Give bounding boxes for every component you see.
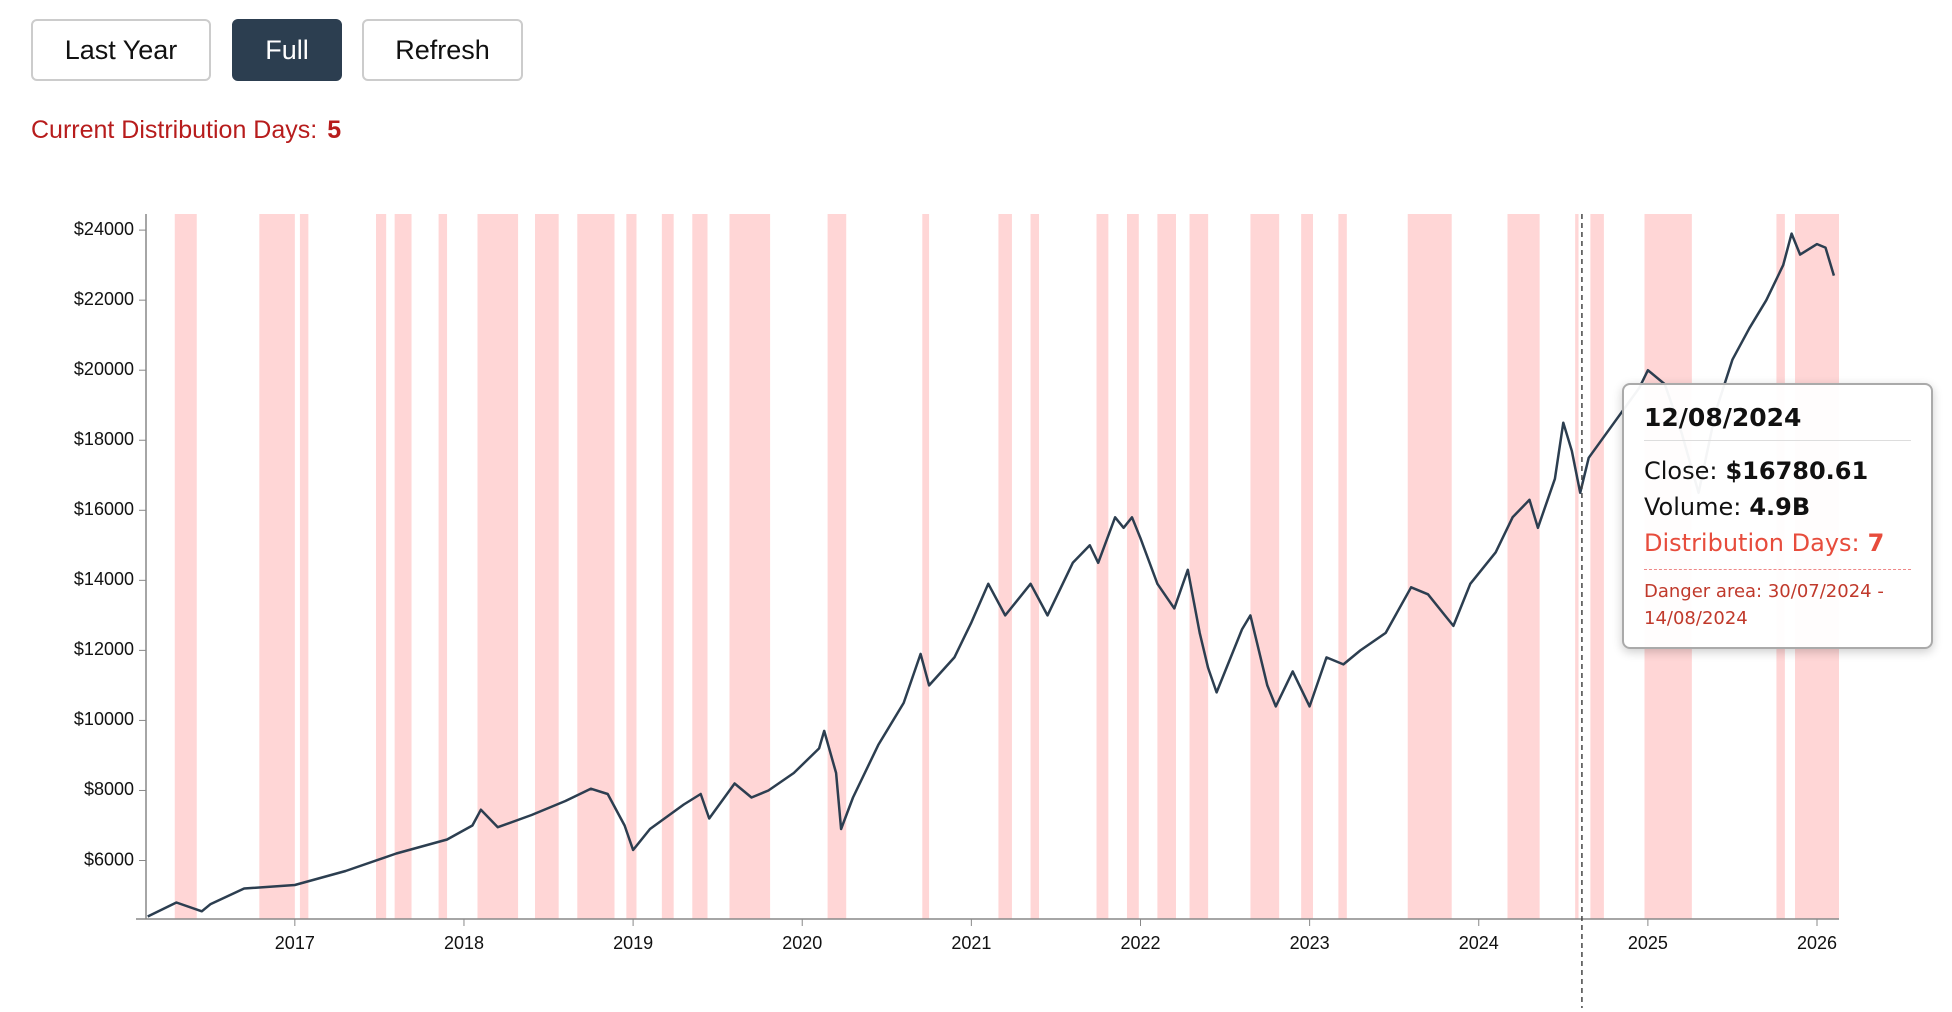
danger-band bbox=[1338, 214, 1347, 919]
label: Current Distribution Days: bbox=[31, 116, 318, 144]
danger-band bbox=[1126, 214, 1139, 919]
danger-band bbox=[577, 214, 615, 919]
x-tick-label: 2025 bbox=[1628, 933, 1668, 953]
x-tick-label: 2017 bbox=[275, 933, 315, 953]
danger-band bbox=[535, 214, 559, 919]
y-tick-label: $24000 bbox=[74, 219, 134, 239]
y-tick-label: $16000 bbox=[74, 499, 134, 519]
label: Distribution Days: bbox=[1644, 529, 1860, 557]
danger-band bbox=[998, 214, 1012, 919]
danger-band bbox=[1096, 214, 1109, 919]
y-tick-label: $14000 bbox=[74, 569, 134, 589]
label: Close: bbox=[1644, 457, 1718, 485]
full-button[interactable]: Full bbox=[232, 19, 342, 81]
danger-band bbox=[174, 214, 197, 919]
y-tick-label: $12000 bbox=[74, 639, 134, 659]
value: 4.9B bbox=[1749, 493, 1811, 521]
tooltip-dist: Distribution Days: 7 bbox=[1644, 525, 1911, 561]
danger-band bbox=[1507, 214, 1540, 919]
price-line bbox=[147, 232, 1836, 918]
danger-band bbox=[827, 214, 847, 919]
danger-band bbox=[259, 214, 295, 919]
distribution-days: Current Distribution Days: 5 bbox=[31, 116, 341, 145]
danger-band bbox=[922, 214, 930, 919]
last-year-button[interactable]: Last Year bbox=[31, 19, 211, 81]
label: Volume: bbox=[1644, 493, 1742, 521]
danger-band bbox=[1250, 214, 1280, 919]
danger-band bbox=[438, 214, 448, 919]
tooltip-date: 12/08/2024 bbox=[1644, 403, 1911, 441]
tooltip-close: Close: $16780.61 bbox=[1644, 453, 1911, 489]
value: 5 bbox=[327, 116, 342, 144]
x-tick-label: 2022 bbox=[1120, 933, 1160, 953]
y-tick-label: $6000 bbox=[84, 849, 134, 869]
x-tick-label: 2024 bbox=[1459, 933, 1499, 953]
danger-band bbox=[299, 214, 309, 919]
tooltip-danger: Danger area: 30/07/2024 - 14/08/2024 bbox=[1644, 569, 1911, 632]
danger-band bbox=[1030, 214, 1040, 919]
y-tick-label: $20000 bbox=[74, 359, 134, 379]
danger-band bbox=[1301, 214, 1314, 919]
x-tick-label: 2018 bbox=[444, 933, 484, 953]
y-tick-label: $22000 bbox=[74, 289, 134, 309]
x-tick-label: 2020 bbox=[782, 933, 822, 953]
danger-band bbox=[1157, 214, 1177, 919]
x-tick-label: 2019 bbox=[613, 933, 653, 953]
x-tick-label: 2026 bbox=[1797, 933, 1837, 953]
y-tick-label: $18000 bbox=[74, 429, 134, 449]
value: 7 bbox=[1867, 529, 1885, 557]
danger-band bbox=[1575, 214, 1579, 919]
danger-band bbox=[1590, 214, 1604, 919]
danger-band bbox=[626, 214, 637, 919]
x-tick-label: 2023 bbox=[1290, 933, 1330, 953]
refresh-button[interactable]: Refresh bbox=[362, 19, 523, 81]
danger-band bbox=[692, 214, 708, 919]
value: $16780.61 bbox=[1725, 457, 1869, 485]
danger-band bbox=[729, 214, 771, 919]
tooltip: 12/08/2024 Close: $16780.61 Volume: 4.9B D… bbox=[1622, 383, 1933, 649]
y-tick-label: $8000 bbox=[84, 779, 134, 799]
x-tick-label: 2021 bbox=[951, 933, 991, 953]
danger-band bbox=[376, 214, 387, 919]
danger-band bbox=[394, 214, 412, 919]
danger-band bbox=[477, 214, 519, 919]
danger-band bbox=[661, 214, 674, 919]
danger-band bbox=[1189, 214, 1209, 919]
y-tick-label: $10000 bbox=[74, 709, 134, 729]
tooltip-volume: Volume: 4.9B bbox=[1644, 489, 1911, 525]
danger-band bbox=[1407, 214, 1452, 919]
